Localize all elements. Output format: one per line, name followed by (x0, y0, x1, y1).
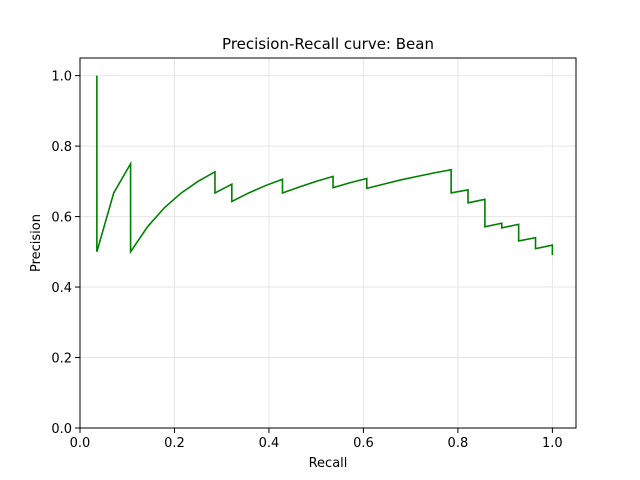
plot-frame (79, 57, 577, 429)
y-tick-label: 0.2 (51, 352, 72, 367)
y-tick-label: 0.8 (51, 140, 72, 155)
y-tick-label: 0.6 (51, 211, 72, 226)
line-layer (96, 75, 554, 255)
x-axis-label: Recall (309, 456, 348, 471)
x-tick-label: 0.0 (70, 436, 91, 451)
y-tick-label: 0.4 (51, 281, 72, 296)
x-tick-label: 0.6 (353, 436, 374, 451)
y-tick-label: 0.0 (51, 422, 72, 437)
y-tick-label: 1.0 (51, 70, 72, 85)
x-tick-label: 0.2 (164, 436, 185, 451)
y-axis-label: Precision (29, 214, 44, 272)
tick-layer: 0.0 0.2 0.4 0.6 0.8 1.0 0.0 0.2 0.4 0.6 0.8 1.0 (51, 70, 562, 451)
x-tick-label: 1.0 (542, 436, 563, 451)
x-tick-label: 0.8 (448, 436, 469, 451)
pr-curve-line (96, 75, 554, 255)
x-tick-label: 0.4 (259, 436, 280, 451)
chart-title: Precision-Recall curve: Bean (222, 35, 434, 53)
